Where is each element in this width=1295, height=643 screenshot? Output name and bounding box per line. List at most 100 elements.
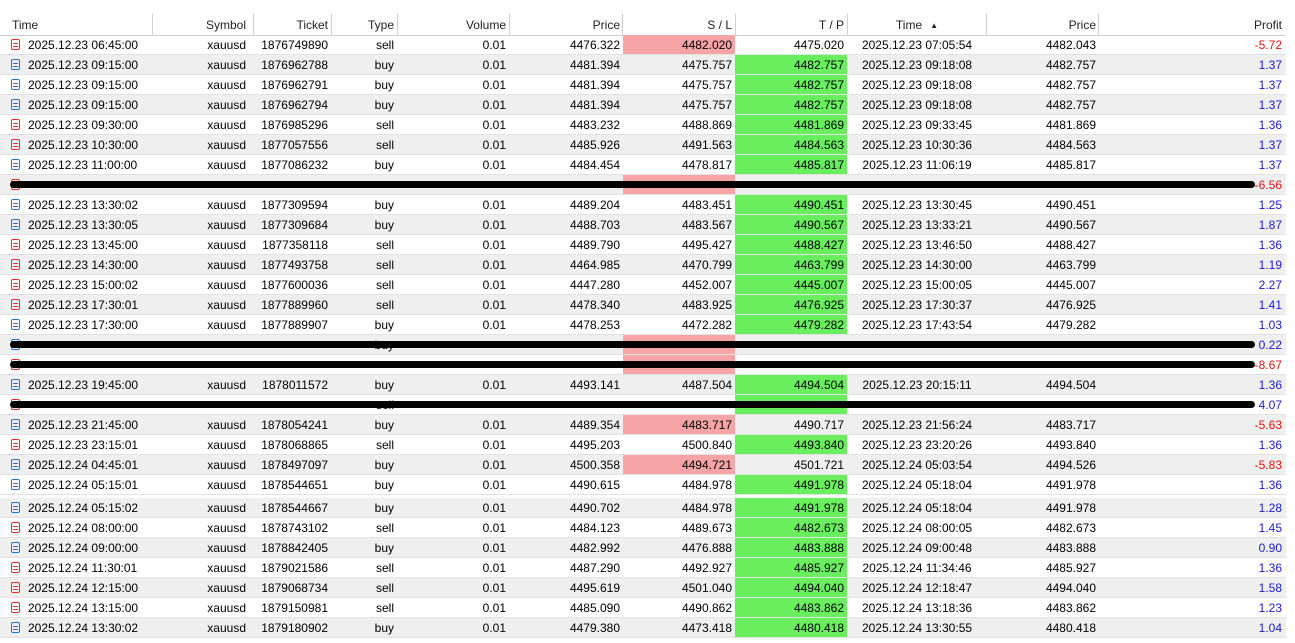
row-close-time: 2025.12.24 13:30:55: [861, 621, 973, 635]
table-row[interactable]: 2025.12.23 09:30:00 xauusd 1876985296 sell 0…: [0, 115, 1286, 135]
row-open-price: 4495.203: [569, 438, 620, 452]
table-row[interactable]: 2025.12.23 13:30:02 xauusd 1877309594 buy 0.…: [0, 195, 1286, 215]
row-ticket: 1876749890: [261, 38, 328, 52]
col-divider[interactable]: [622, 14, 623, 36]
table-row[interactable]: 2025.12.23 14:30:00 xauusd 1877493758 sell 0…: [0, 255, 1286, 275]
row-close-time: 2025.12.24 12:18:47: [861, 581, 973, 595]
row-take-profit: 4494.040: [735, 578, 847, 597]
table-row[interactable]: 2025.12.23 13:45:00 xauusd 1877358118 sell 0…: [0, 235, 1286, 255]
row-symbol: xauusd: [207, 561, 246, 575]
table-row[interactable]: sell4.07: [0, 395, 1286, 415]
table-row[interactable]: 2025.12.23 21:45:00 xauusd 1878054241 buy 0.…: [0, 415, 1286, 435]
row-stop-loss: 4482.020: [623, 35, 735, 54]
buy-order-icon: [11, 319, 20, 330]
row-close-time: 2025.12.23 09:18:08: [861, 58, 973, 72]
row-take-profit: 4482.673: [735, 518, 847, 537]
row-open-price: 4495.619: [569, 581, 620, 595]
table-row[interactable]: 2025.12.23 17:30:01 xauusd 1877889960 sell 0…: [0, 295, 1286, 315]
row-profit: 1.58: [1258, 581, 1282, 595]
table-row[interactable]: -8.67: [0, 355, 1286, 375]
sell-order-icon: [11, 259, 20, 270]
col-header-profit[interactable]: Profit: [1253, 18, 1282, 32]
row-close-time: 2025.12.23 13:33:21: [861, 218, 973, 232]
col-divider[interactable]: [509, 14, 510, 36]
row-type: sell: [375, 118, 394, 132]
row-type: sell: [375, 438, 394, 452]
col-divider[interactable]: [1098, 14, 1099, 36]
table-row[interactable]: 2025.12.23 15:00:02 xauusd 1877600036 sell 0…: [0, 275, 1286, 295]
row-volume: 0.01: [482, 58, 506, 72]
row-close-time: 2025.12.23 14:30:00: [861, 258, 973, 272]
col-divider[interactable]: [847, 14, 848, 36]
row-profit: -8.67: [1254, 358, 1282, 372]
col-divider[interactable]: [986, 14, 987, 36]
col-divider[interactable]: [735, 14, 736, 36]
table-row[interactable]: 2025.12.24 08:00:00 xauusd 1878743102 sell 0…: [0, 518, 1286, 538]
col-header-volume[interactable]: Volume: [465, 18, 506, 32]
row-time: 2025.12.24 05:15:01: [28, 478, 139, 492]
row-profit: -5.72: [1254, 38, 1282, 52]
row-ticket: 1877358118: [262, 238, 328, 252]
col-divider[interactable]: [253, 14, 254, 36]
table-row[interactable]: 2025.12.24 13:15:00 xauusd 1879150981 sell 0…: [0, 598, 1286, 618]
col-header-close-price[interactable]: Price: [1068, 18, 1096, 32]
table-row[interactable]: 2025.12.24 13:30:02 xauusd 1879180902 buy 0.…: [0, 618, 1286, 638]
row-volume: 0.01: [482, 438, 506, 452]
row-close-time: 2025.12.24 05:18:04: [861, 478, 973, 492]
row-symbol: xauusd: [207, 38, 246, 52]
table-row[interactable]: 2025.12.23 09:15:00 xauusd 1876962791 buy 0.…: [0, 75, 1286, 95]
table-row[interactable]: 2025.12.23 13:30:05 xauusd 1877309684 buy 0.…: [0, 215, 1286, 235]
col-divider[interactable]: [331, 14, 332, 36]
row-ticket: 1879180902: [261, 621, 328, 635]
row-close-price: 4488.427: [1045, 238, 1096, 252]
table-row[interactable]: 2025.12.24 12:15:00 xauusd 1879068734 sell 0…: [0, 578, 1286, 598]
table-row[interactable]: 2025.12.24 04:45:01 xauusd 1878497097 buy 0.…: [0, 455, 1286, 475]
col-divider[interactable]: [397, 14, 398, 36]
row-close-price: 4483.888: [1045, 541, 1096, 555]
table-row[interactable]: -6.56: [0, 175, 1286, 195]
row-symbol: xauusd: [207, 601, 246, 615]
table-row[interactable]: 2025.12.23 11:00:00 xauusd 1877086232 buy 0.…: [0, 155, 1286, 175]
table-row[interactable]: 2025.12.23 09:15:00 xauusd 1876962788 buy 0.…: [0, 55, 1286, 75]
col-header-sl[interactable]: S / L: [707, 18, 732, 32]
table-row[interactable]: 2025.12.23 06:45:00 xauusd 1876749890 sell 0…: [0, 35, 1286, 55]
col-header-symbol[interactable]: Symbol: [205, 18, 246, 32]
col-header-close-time[interactable]: Time ▲: [848, 14, 986, 35]
row-close-price: 4482.757: [1045, 98, 1096, 112]
table-row[interactable]: 2025.12.23 10:30:00 xauusd 1877057556 sell 0…: [0, 135, 1286, 155]
row-volume: 0.01: [482, 38, 506, 52]
col-header-price[interactable]: Price: [592, 18, 620, 32]
row-close-time: 2025.12.24 11:34:46: [862, 561, 972, 575]
row-time: 2025.12.23 10:30:00: [28, 138, 139, 152]
table-row[interactable]: 2025.12.23 17:30:00 xauusd 1877889907 buy 0.…: [0, 315, 1286, 335]
row-profit: 1.37: [1258, 78, 1282, 92]
row-stop-loss: 4492.927: [681, 561, 732, 575]
row-time: 2025.12.23 09:15:00: [28, 78, 139, 92]
sell-order-icon: [11, 299, 20, 310]
col-header-time[interactable]: Time: [12, 18, 39, 32]
row-stop-loss: 4487.504: [681, 378, 732, 392]
row-close-price: 4491.978: [1045, 501, 1096, 515]
col-header-tp[interactable]: T / P: [818, 18, 844, 32]
row-profit: 0.22: [1258, 338, 1282, 352]
row-take-profit: 4490.451: [735, 195, 847, 214]
row-close-time: 2025.12.23 07:05:54: [861, 38, 973, 52]
row-close-time: 2025.12.24 05:03:54: [861, 458, 973, 472]
table-row[interactable]: 2025.12.24 09:00:00 xauusd 1878842405 buy 0.…: [0, 538, 1286, 558]
row-ticket: 1879068734: [261, 581, 328, 595]
sell-order-icon: [11, 119, 20, 130]
row-open-price: 4478.340: [569, 298, 620, 312]
row-symbol: xauusd: [207, 541, 246, 555]
col-header-ticket[interactable]: Ticket: [296, 18, 328, 32]
col-header-type[interactable]: Type: [367, 18, 394, 32]
table-row[interactable]: 2025.12.24 05:15:02 xauusd 1878544667 buy 0.…: [0, 498, 1286, 518]
table-row[interactable]: 2025.12.24 05:15:01 xauusd 1878544651 buy 0.…: [0, 475, 1286, 495]
row-open-price: 4481.394: [569, 78, 620, 92]
table-row[interactable]: 2025.12.23 23:15:01 xauusd 1878068865 sell 0…: [0, 435, 1286, 455]
col-divider[interactable]: [152, 14, 153, 36]
table-row[interactable]: 2025.12.23 09:15:00 xauusd 1876962794 buy 0.…: [0, 95, 1286, 115]
buy-order-icon: [11, 419, 20, 430]
table-row[interactable]: 2025.12.23 19:45:00 xauusd 1878011572 buy 0.…: [0, 375, 1286, 395]
table-row[interactable]: 2025.12.24 11:30:01 xauusd 1879021586 sell 0…: [0, 558, 1286, 578]
